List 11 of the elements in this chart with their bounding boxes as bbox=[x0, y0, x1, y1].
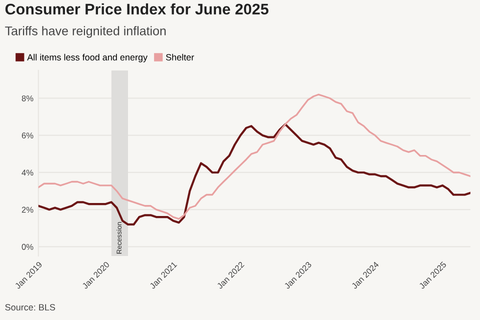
legend-label: Shelter bbox=[166, 54, 194, 60]
y-tick-label: 2% bbox=[22, 206, 34, 213]
legend-label: All items less food and energy bbox=[27, 54, 148, 62]
chart-title: Consumer Price Index for June 2025 bbox=[5, 3, 268, 15]
source-note: Source: BLS bbox=[5, 304, 56, 310]
y-tick-label: 4% bbox=[22, 170, 34, 176]
y-tick-label: 6% bbox=[22, 132, 34, 138]
y-tick-label: 0% bbox=[22, 244, 34, 250]
chart-subtitle: Tariffs have reignited inflation bbox=[5, 26, 166, 38]
y-tick-label: 8% bbox=[22, 95, 34, 102]
line-series bbox=[38, 94, 470, 220]
